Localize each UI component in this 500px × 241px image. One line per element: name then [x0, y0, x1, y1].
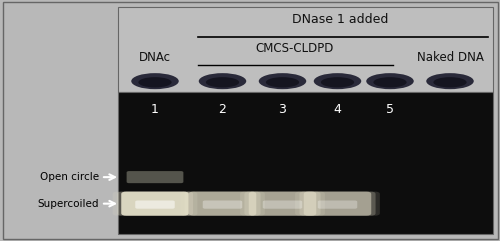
FancyBboxPatch shape [112, 192, 198, 216]
Ellipse shape [366, 73, 414, 89]
FancyBboxPatch shape [240, 192, 325, 216]
FancyBboxPatch shape [135, 201, 175, 209]
Text: 3: 3 [278, 103, 286, 116]
FancyBboxPatch shape [263, 201, 302, 209]
Ellipse shape [206, 77, 239, 87]
Text: DNase 1 added: DNase 1 added [292, 13, 388, 26]
Ellipse shape [259, 73, 306, 89]
Ellipse shape [434, 77, 466, 87]
Text: Open circle: Open circle [40, 172, 99, 182]
Bar [118, 7, 492, 92]
Text: DNAc: DNAc [139, 51, 171, 64]
FancyBboxPatch shape [300, 192, 376, 216]
Ellipse shape [314, 73, 361, 89]
Ellipse shape [138, 77, 172, 87]
FancyBboxPatch shape [248, 192, 316, 216]
Bar [118, 92, 492, 234]
Ellipse shape [199, 73, 246, 89]
FancyBboxPatch shape [203, 201, 242, 209]
FancyBboxPatch shape [117, 192, 193, 216]
Text: Supercoiled: Supercoiled [38, 199, 99, 209]
FancyBboxPatch shape [318, 201, 357, 209]
FancyBboxPatch shape [180, 192, 265, 216]
Text: Naked DNA: Naked DNA [416, 51, 484, 64]
Text: CMCS-CLDPD: CMCS-CLDPD [256, 42, 334, 55]
FancyBboxPatch shape [189, 192, 256, 216]
Text: 2: 2 [218, 103, 226, 116]
Ellipse shape [374, 77, 406, 87]
FancyBboxPatch shape [126, 171, 184, 183]
Text: 4: 4 [334, 103, 342, 116]
Ellipse shape [131, 73, 179, 89]
Text: 5: 5 [386, 103, 394, 116]
FancyBboxPatch shape [121, 192, 189, 216]
Ellipse shape [426, 73, 474, 89]
FancyBboxPatch shape [295, 192, 380, 216]
Text: 1: 1 [151, 103, 159, 116]
Ellipse shape [321, 77, 354, 87]
FancyBboxPatch shape [244, 192, 320, 216]
FancyBboxPatch shape [184, 192, 260, 216]
FancyBboxPatch shape [304, 192, 371, 216]
Ellipse shape [266, 77, 299, 87]
